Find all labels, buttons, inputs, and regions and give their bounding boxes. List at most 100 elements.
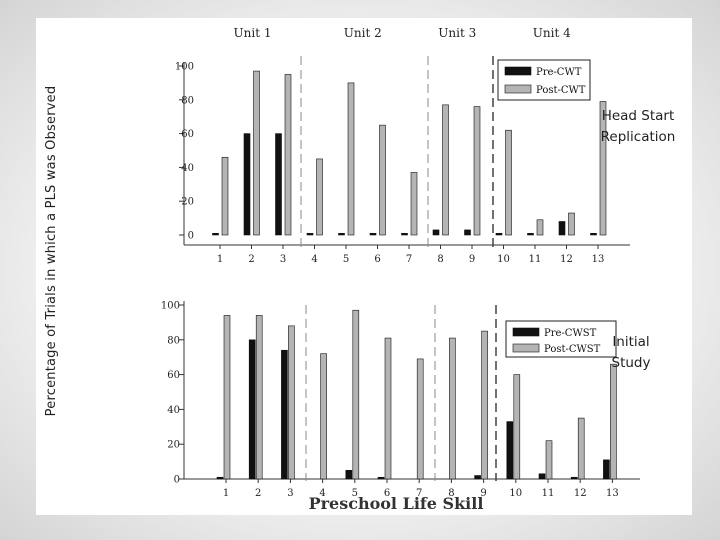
bottom-legend: Pre-CWST Post-CWST: [505, 320, 617, 358]
bottom-y-tick-label: 0: [174, 475, 180, 486]
bottom-x-tick-label: 2: [255, 488, 261, 499]
top-unit-heading: Unit 3: [438, 26, 476, 40]
top-bar-pre: [495, 233, 503, 236]
y-axis-label: Percentage of Trials in which a PLS was …: [44, 85, 59, 417]
top-unit-heading: Unit 2: [344, 26, 382, 40]
top-bar-pre: [275, 133, 282, 236]
top-bar-pre: [464, 229, 471, 236]
bottom-bar-post: [545, 440, 553, 480]
bottom-x-tick-label: 8: [448, 488, 454, 499]
top-bar-post: [505, 129, 512, 236]
bottom-x-tick-label: 9: [480, 488, 486, 499]
bottom-bar-post: [513, 374, 521, 480]
bottom-bar-post: [610, 363, 617, 480]
top-x-tick-label: 12: [560, 254, 573, 265]
top-unit-heading: Unit 4: [533, 26, 571, 40]
top-bar-pre: [338, 233, 345, 236]
top-bar-pre: [401, 233, 408, 236]
bottom-y-tick-label: 80: [167, 335, 180, 346]
top-x-tick-label: 9: [469, 254, 475, 265]
top-x-tick-label: 8: [437, 254, 443, 265]
bottom-bar-pre: [506, 421, 514, 480]
top-y-tick-label: 40: [181, 163, 194, 174]
bottom-bar-post: [449, 337, 456, 480]
top-panel-side-label-line2: Replication: [600, 129, 676, 145]
bottom-bar-post: [481, 330, 488, 480]
top-bar-pre: [243, 133, 251, 236]
bottom-x-tick-label: 7: [416, 488, 422, 499]
top-panel-side-label-line1: Head Start: [601, 108, 675, 124]
top-bar-post: [316, 158, 323, 236]
top-bar-post: [536, 219, 544, 236]
top-bar-pre: [590, 233, 597, 236]
top-x-tick-label: 5: [343, 254, 349, 265]
top-bar-post: [253, 70, 260, 236]
top-legend-swatch: [504, 66, 532, 76]
top-bar-post: [599, 101, 607, 236]
bottom-bar-pre: [474, 475, 481, 480]
bottom-y-tick-label: 60: [167, 370, 180, 381]
bottom-bar-post: [416, 358, 424, 480]
bottom-bar-pre: [345, 469, 353, 480]
bottom-legend-swatch: [512, 343, 540, 353]
bottom-x-tick-label: 6: [384, 488, 390, 499]
top-bar-pre: [306, 233, 314, 236]
top-x-tick-label: 7: [406, 254, 412, 265]
top-y-tick-label: 80: [181, 95, 194, 106]
top-bar-post: [410, 172, 418, 236]
bottom-y-tick-label: 40: [167, 405, 180, 416]
top-x-tick-label: 10: [497, 254, 510, 265]
bottom-bar-pre: [248, 339, 256, 480]
top-legend-label: Pre-CWT: [536, 67, 582, 78]
bottom-x-tick-label: 5: [352, 488, 358, 499]
bottom-bar-post: [320, 353, 327, 480]
top-x-tick-label: 13: [592, 254, 605, 265]
top-bar-pre: [558, 221, 566, 236]
bottom-legend-label: Post-CWST: [544, 344, 601, 355]
bottom-bar-pre: [377, 476, 385, 480]
top-bar-pre: [369, 233, 377, 236]
top-x-tick-label: 4: [311, 254, 317, 265]
top-unit-heading: Unit 1: [234, 26, 272, 40]
top-bar-post: [442, 104, 449, 236]
bottom-bar-post: [384, 337, 392, 480]
top-bar-post: [284, 74, 292, 236]
top-legend: Pre-CWT Post-CWT: [497, 59, 591, 101]
top-x-tick-label: 6: [374, 254, 380, 265]
bottom-bar-pre: [216, 476, 224, 480]
bottom-x-tick-label: 13: [606, 488, 619, 499]
top-legend-swatch: [504, 84, 532, 94]
top-bar-pre: [527, 233, 534, 236]
top-legend-box: [497, 59, 591, 101]
top-x-tick-label: 1: [217, 254, 223, 265]
bottom-bar-post: [255, 315, 263, 480]
top-y-tick-label: 100: [175, 62, 194, 73]
bottom-bar-post: [223, 315, 231, 480]
top-bar-post: [473, 106, 481, 236]
bottom-bar-post: [288, 325, 295, 480]
top-y-tick-label: 60: [181, 129, 194, 140]
top-legend-label: Post-CWT: [536, 85, 586, 96]
bottom-bar-pre: [538, 473, 546, 480]
bottom-y-tick-label: 20: [167, 440, 180, 451]
top-y-tick-label: 0: [188, 231, 194, 242]
top-bar-post: [221, 156, 229, 236]
x-axis-label: Preschool Life Skill: [308, 494, 484, 513]
top-x-tick-label: 2: [248, 254, 254, 265]
figure-slide: 0 20 40 60 80 100 1 2 3 4 5 6 7 8 9 10 11 12 13 Unit 1 Unit …: [36, 18, 692, 515]
bottom-legend-swatch: [512, 327, 540, 337]
bottom-legend-label: Pre-CWST: [544, 328, 597, 339]
top-bar-post: [347, 82, 355, 236]
bottom-x-tick-label: 12: [574, 488, 587, 499]
bottom-panel-side-label-line1: Initial: [612, 334, 650, 350]
bottom-y-tick-label: 100: [161, 301, 180, 312]
bottom-panel-side-label-line2: Study: [611, 355, 651, 371]
bottom-x-tick-label: 1: [223, 488, 229, 499]
top-bar-post: [568, 212, 575, 236]
bottom-x-tick-label: 10: [509, 488, 522, 499]
top-x-tick-label: 11: [529, 254, 542, 265]
top-bar-pre: [212, 233, 219, 236]
top-bar-post: [379, 124, 386, 236]
